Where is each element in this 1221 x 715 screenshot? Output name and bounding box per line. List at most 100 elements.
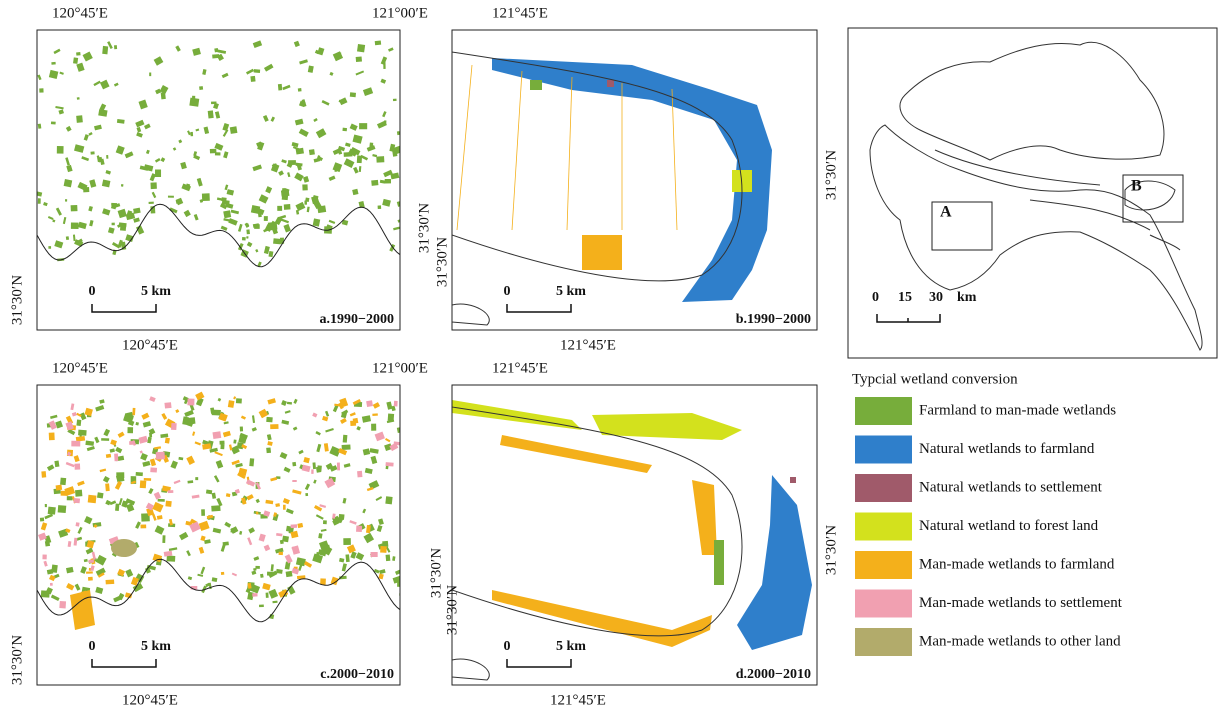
wetland-patch: [49, 420, 57, 430]
wetland-patch: [192, 48, 201, 56]
wetland-patch: [144, 478, 151, 481]
wetland-patch: [247, 494, 254, 500]
wetland-patch: [89, 220, 93, 226]
wetland-patch: [164, 402, 171, 408]
canal: [512, 71, 522, 230]
wetland-patch: [218, 398, 222, 402]
wetland-patch: [149, 396, 156, 402]
figure: A B 0 15 30 km Typcial wetland conversio…: [0, 0, 1221, 715]
map-panel: [36, 40, 405, 267]
wetland-patch: [212, 431, 221, 439]
wetland-patch: [311, 469, 313, 474]
wetland-patch: [142, 461, 150, 467]
longitude-label: 121°45′E: [550, 692, 606, 708]
wetland-patch: [114, 454, 118, 462]
wetland-patch: [63, 217, 67, 224]
wetland-patch: [140, 480, 147, 488]
wetland-patch: [353, 167, 359, 174]
wetland-patch: [168, 196, 174, 198]
wetland-patch: [53, 49, 60, 54]
wetland-patch: [87, 446, 95, 451]
wetland-patch: [382, 199, 391, 207]
wetland-patch: [254, 69, 261, 73]
wetland-patch: [73, 235, 76, 242]
wetland-patch: [150, 182, 156, 189]
wetland-patch: [292, 462, 296, 466]
wetland-patch: [136, 472, 143, 476]
wetland-patch: [102, 46, 108, 54]
wetland-patch: [154, 56, 164, 65]
wetland-patch: [452, 400, 742, 440]
scale-bar: [92, 304, 156, 312]
wetland-patch: [195, 392, 204, 401]
wetland-patch: [246, 229, 250, 234]
wetland-patch: [73, 57, 78, 63]
wetland-patch: [222, 73, 229, 78]
wetland-patch: [313, 118, 317, 122]
wetland-patch: [378, 518, 384, 525]
scale-bar: [92, 659, 156, 667]
wetland-patch: [380, 79, 386, 84]
scale-label: 0: [504, 639, 511, 654]
wetland-patch: [319, 504, 326, 508]
wetland-patch: [212, 54, 219, 58]
wetland-patch: [96, 555, 107, 566]
wetland-patch: [254, 224, 260, 229]
wetland-patch: [47, 464, 55, 471]
wetland-patch: [192, 431, 195, 436]
wetland-patch: [342, 444, 351, 450]
wetland-patch: [90, 565, 94, 571]
wetland-patch: [199, 547, 205, 554]
wetland-patch: [146, 150, 150, 154]
wetland-patch: [54, 460, 59, 467]
coastline: [37, 204, 400, 267]
wetland-patch: [112, 223, 115, 226]
wetland-patch: [175, 45, 181, 51]
wetland-patch: [281, 189, 290, 196]
wetland-patch: [188, 576, 192, 580]
wetland-patch: [385, 462, 393, 466]
wetland-patch: [286, 571, 293, 577]
wetland-patch: [125, 151, 134, 158]
wetland-patch: [155, 525, 165, 534]
wetland-patch: [129, 441, 135, 445]
wetland-patch: [135, 422, 139, 425]
wetland-patch: [89, 179, 96, 187]
wetland-patch: [271, 163, 280, 172]
wetland-patch: [202, 193, 210, 201]
wetland-patch: [100, 80, 110, 90]
wetland-patch: [210, 407, 214, 413]
wetland-patch: [71, 223, 79, 229]
wetland-patch: [140, 453, 148, 461]
wetland-patch: [152, 514, 157, 521]
wetland-patch: [81, 156, 89, 161]
wetland-patch: [297, 523, 303, 528]
wetland-patch: [246, 69, 254, 75]
wetland-patch: [135, 521, 141, 529]
wetland-patch: [217, 49, 226, 53]
wetland-patch: [45, 504, 47, 507]
longitude-label: 121°45′E: [492, 5, 548, 21]
wetland-patch: [94, 437, 99, 444]
wetland-patch: [150, 459, 156, 467]
legend-label: Natural wetland to forest land: [919, 518, 1099, 534]
wetland-patch: [155, 158, 161, 163]
wetland-patch: [322, 416, 328, 421]
wetland-patch: [259, 605, 264, 608]
wetland-patch: [267, 441, 272, 446]
wetland-patch: [214, 451, 222, 456]
wetland-patch: [230, 526, 238, 534]
wetland-patch: [283, 224, 290, 233]
wetland-patch: [195, 441, 201, 445]
wetland-patch: [313, 462, 316, 469]
wetland-patch: [221, 197, 226, 201]
wetland-patch: [86, 571, 93, 573]
wetland-patch: [316, 444, 321, 452]
wetland-patch: [271, 117, 275, 122]
wetland-patch: [66, 567, 74, 574]
wetland-patch: [221, 544, 226, 552]
longitude-label: 121°00′E: [372, 5, 428, 21]
longitude-label: 121°45′E: [492, 360, 548, 376]
wetland-patch: [317, 205, 326, 213]
wetland-patch: [178, 139, 182, 143]
